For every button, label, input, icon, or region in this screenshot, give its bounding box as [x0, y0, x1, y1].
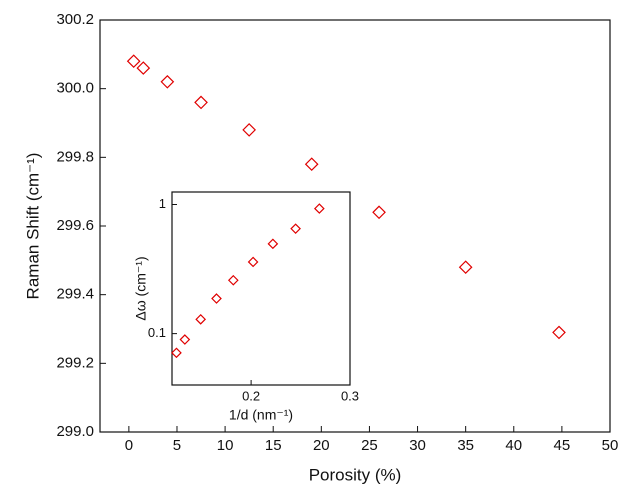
marker — [304, 157, 319, 172]
marker — [194, 95, 208, 110]
x-tick-label: 50 — [602, 437, 619, 454]
marker — [195, 313, 207, 325]
y-tick-label: 299.6 — [56, 217, 94, 234]
marker — [171, 347, 182, 359]
x-tick-label: 10 — [217, 437, 234, 454]
marker — [313, 203, 325, 214]
y-tick-label: 1 — [159, 196, 166, 211]
x-tick-label: 0.3 — [341, 388, 359, 403]
x-tick-label: 45 — [554, 437, 571, 454]
y-tick-label: 299.4 — [56, 286, 94, 303]
marker — [126, 54, 141, 69]
y-axis-label: Raman Shift (cm⁻¹) — [23, 153, 42, 300]
x-tick-label: 5 — [173, 437, 181, 454]
x-tick-label: 20 — [313, 437, 330, 454]
marker — [160, 74, 175, 89]
marker — [372, 205, 386, 220]
x-tick-label: 30 — [409, 437, 426, 454]
marker — [458, 260, 473, 275]
x-tick-label: 40 — [505, 437, 522, 454]
marker — [136, 61, 151, 75]
x-tick-label: 25 — [361, 437, 378, 454]
x-axis-label: 1/d (nm⁻¹) — [229, 407, 293, 423]
x-tick-label: 15 — [265, 437, 282, 454]
marker — [247, 256, 259, 268]
marker — [179, 334, 191, 345]
y-tick-label: 0.1 — [148, 325, 166, 340]
marker — [242, 123, 256, 137]
x-tick-label: 35 — [457, 437, 474, 454]
marker — [552, 325, 566, 340]
y-tick-label: 299.8 — [56, 148, 94, 165]
x-axis-label: Porosity (%) — [309, 465, 402, 484]
marker — [290, 223, 301, 235]
y-tick-label: 299.2 — [56, 354, 94, 371]
inset: 0.2 0.3 0.1 1 1/d (nm⁻¹) Δω (cm⁻¹) — [133, 191, 359, 423]
y-axis-label: Δω (cm⁻¹) — [133, 256, 149, 320]
y-tick-label: 299.0 — [56, 423, 94, 440]
x-tick-label: 0 — [125, 437, 133, 454]
marker — [211, 293, 222, 304]
marker — [267, 238, 279, 250]
y-tick-label: 300.0 — [56, 80, 94, 97]
y-tick-label: 300.2 — [56, 11, 94, 28]
marker — [227, 274, 239, 286]
plot-frame — [171, 191, 351, 386]
x-tick-label: 0.2 — [242, 388, 260, 403]
